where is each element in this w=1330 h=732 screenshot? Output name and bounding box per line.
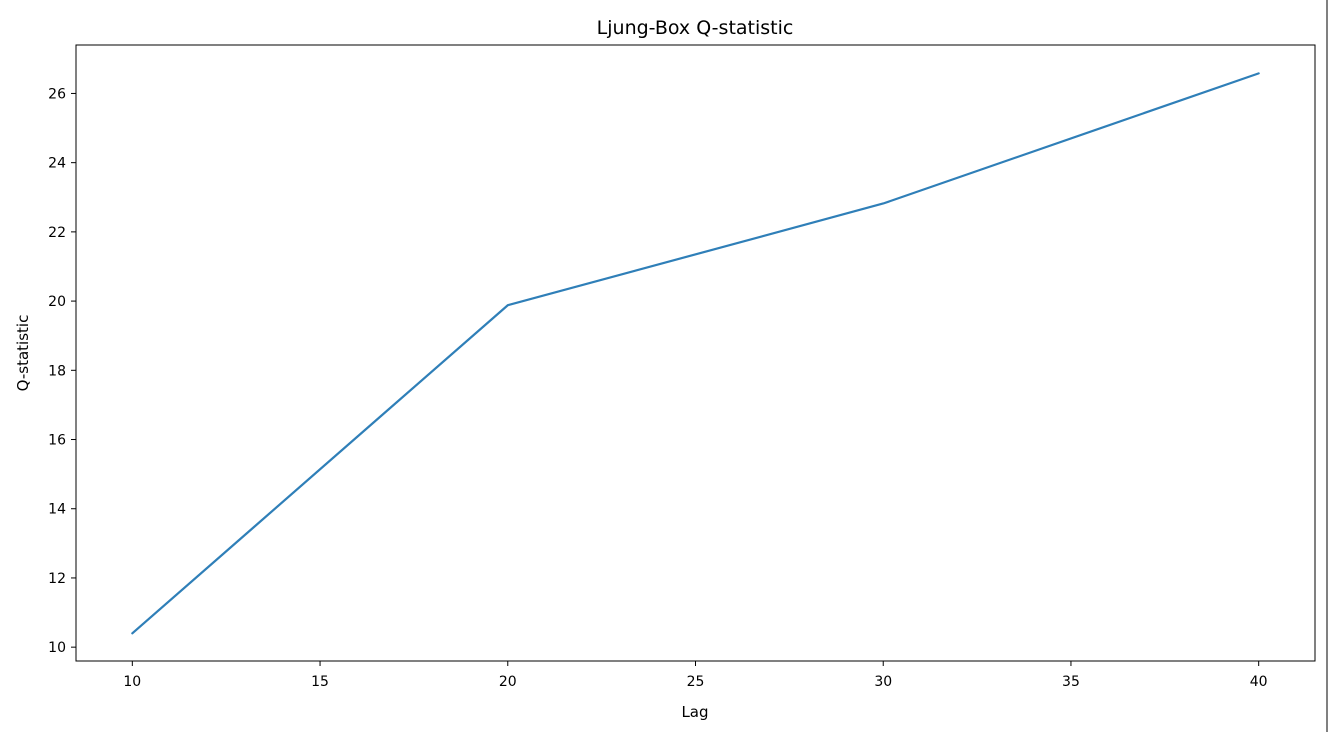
q-statistic-line: [131, 72, 1260, 635]
x-tick-label: 10: [123, 674, 141, 690]
y-axis: 10 12 14 16 18 20 22 24 26: [48, 86, 76, 656]
x-axis-label: Lag: [681, 703, 708, 721]
y-tick-label: 20: [48, 294, 66, 310]
y-axis-label: Q-statistic: [14, 315, 32, 392]
series-layer: [131, 72, 1260, 635]
y-tick-label: 24: [48, 156, 66, 172]
y-tick-label: 22: [48, 225, 66, 241]
x-tick-label: 25: [687, 674, 705, 690]
x-tick-label: 40: [1250, 674, 1268, 690]
x-tick-label: 30: [874, 674, 892, 690]
x-tick-label: 20: [499, 674, 517, 690]
x-tick-label: 35: [1062, 674, 1080, 690]
y-tick-label: 12: [48, 571, 66, 587]
y-tick-label: 10: [48, 640, 66, 656]
x-axis: 10 15 20 25 30 35 40: [123, 661, 1268, 690]
y-tick-label: 14: [48, 502, 66, 518]
chart-title: Ljung-Box Q-statistic: [597, 17, 794, 39]
y-tick-label: 16: [48, 433, 66, 449]
y-tick-label: 18: [48, 363, 66, 379]
x-tick-label: 15: [311, 674, 329, 690]
y-tick-label: 26: [48, 86, 66, 102]
plot-area-frame: [75, 44, 1316, 662]
